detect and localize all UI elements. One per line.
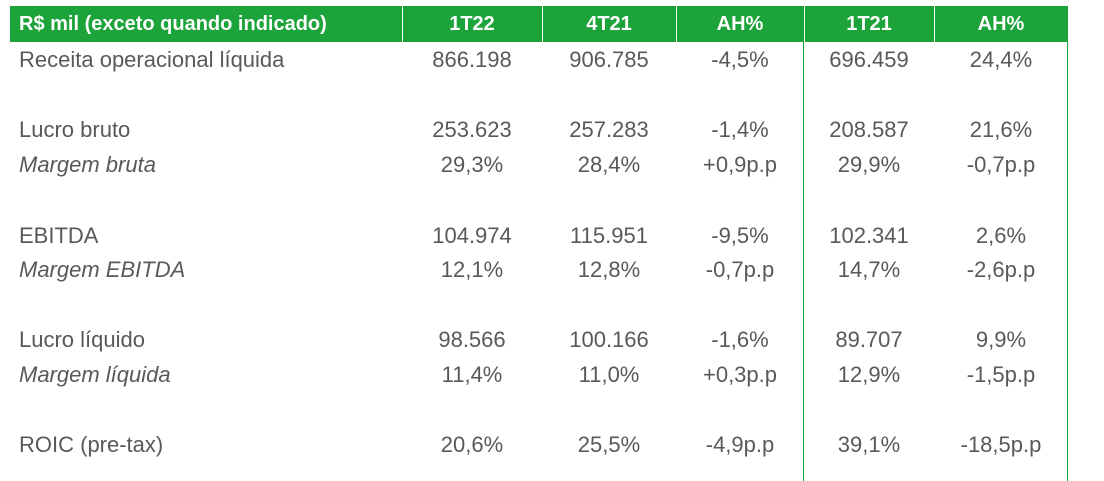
cell-4t21: 115.951 [570, 223, 648, 248]
cell-1t21: 14,7% [837, 257, 901, 282]
table-row: Margem bruta 29,3% 28,4% +0,9p.p 29,9% -… [10, 148, 1068, 182]
row-label: Margem bruta [19, 152, 156, 177]
cell-1t21: 12,9% [837, 362, 901, 387]
cell-4t21: 100.166 [569, 327, 649, 352]
header-divider [934, 6, 935, 42]
cell-1t22: 104.974 [432, 223, 512, 248]
cell-4t21: 28,4% [577, 152, 641, 177]
cell-ah-1: -4,5% [711, 47, 769, 72]
cell-ah-2: 21,6% [969, 117, 1033, 142]
cell-ah-1: +0,3p.p [702, 362, 777, 387]
table-row: Margem EBITDA 12,1% 12,8% -0,7p.p 14,7% … [10, 253, 1068, 287]
cell-4t21: 25,5% [577, 432, 641, 457]
cell-1t21: 102.341 [829, 223, 909, 248]
cell-ah-2: -0,7p.p [966, 152, 1036, 177]
cell-1t21: 208.587 [829, 117, 909, 142]
cell-ah-2: 9,9% [975, 327, 1027, 352]
cell-ah-1: -1,6% [711, 327, 769, 352]
table-row: Margem líquida 11,4% 11,0% +0,3p.p 12,9%… [10, 358, 1068, 392]
cell-1t22: 29,3% [440, 152, 504, 177]
cell-1t22: 98.566 [438, 327, 506, 352]
header-1t21: 1T21 [846, 13, 892, 35]
cell-1t21: 89.707 [835, 327, 903, 352]
cell-1t21: 29,9% [837, 152, 901, 177]
cell-1t22: 866.198 [432, 47, 512, 72]
row-label: Receita operacional líquida [19, 47, 285, 72]
table-row: ROIC (pre-tax) 20,6% 25,5% -4,9p.p 39,1%… [10, 428, 1068, 462]
table-row: Receita operacional líquida 866.198 906.… [10, 43, 1068, 77]
cell-ah-2: -2,6p.p [966, 257, 1036, 282]
table-header: R$ mil (exceto quando indicado) 1T22 4T2… [10, 6, 1068, 42]
cell-ah-2: -18,5p.p [960, 432, 1042, 457]
header-4t21: 4T21 [586, 13, 632, 35]
cell-ah-2: -1,5p.p [966, 362, 1036, 387]
row-label: Margem líquida [19, 362, 171, 387]
cell-ah-1: -9,5% [711, 223, 769, 248]
header-divider [676, 6, 677, 42]
header-ah-2: AH% [977, 13, 1025, 35]
cell-1t21: 696.459 [829, 47, 909, 72]
cell-4t21: 906.785 [569, 47, 649, 72]
cell-1t22: 12,1% [440, 257, 504, 282]
row-label: Lucro bruto [19, 117, 131, 142]
header-ah-1: AH% [716, 13, 764, 35]
cell-ah-1: -1,4% [711, 117, 769, 142]
header-divider [804, 6, 805, 42]
cell-1t22: 253.623 [432, 117, 512, 142]
header-divider [402, 6, 403, 42]
cell-1t22: 20,6% [440, 432, 504, 457]
cell-4t21: 12,8% [577, 257, 641, 282]
cell-4t21: 257.283 [569, 117, 649, 142]
cell-4t21: 11,0% [578, 362, 640, 387]
row-label: EBITDA [19, 223, 99, 248]
cell-1t21: 39,1% [837, 432, 901, 457]
table-right-border [1067, 42, 1068, 481]
cell-ah-1: +0,9p.p [702, 152, 777, 177]
row-label: Lucro líquido [19, 327, 145, 352]
cell-ah-1: -0,7p.p [705, 257, 775, 282]
column-divider [803, 42, 804, 481]
cell-ah-2: 24,4% [969, 47, 1033, 72]
cell-ah-2: 2,6% [975, 223, 1027, 248]
header-label: R$ mil (exceto quando indicado) [19, 13, 327, 35]
cell-ah-1: -4,9p.p [705, 432, 775, 457]
header-1t22: 1T22 [449, 13, 495, 35]
table-row: Lucro bruto 253.623 257.283 -1,4% 208.58… [10, 113, 1068, 147]
row-label: Margem EBITDA [19, 257, 186, 282]
header-divider [542, 6, 543, 42]
row-label: ROIC (pre-tax) [19, 432, 164, 457]
cell-1t22: 11,4% [441, 362, 503, 387]
table-row: Lucro líquido 98.566 100.166 -1,6% 89.70… [10, 323, 1068, 357]
financial-table: R$ mil (exceto quando indicado) 1T22 4T2… [10, 6, 1068, 481]
table-row: EBITDA 104.974 115.951 -9,5% 102.341 2,6… [10, 219, 1068, 253]
